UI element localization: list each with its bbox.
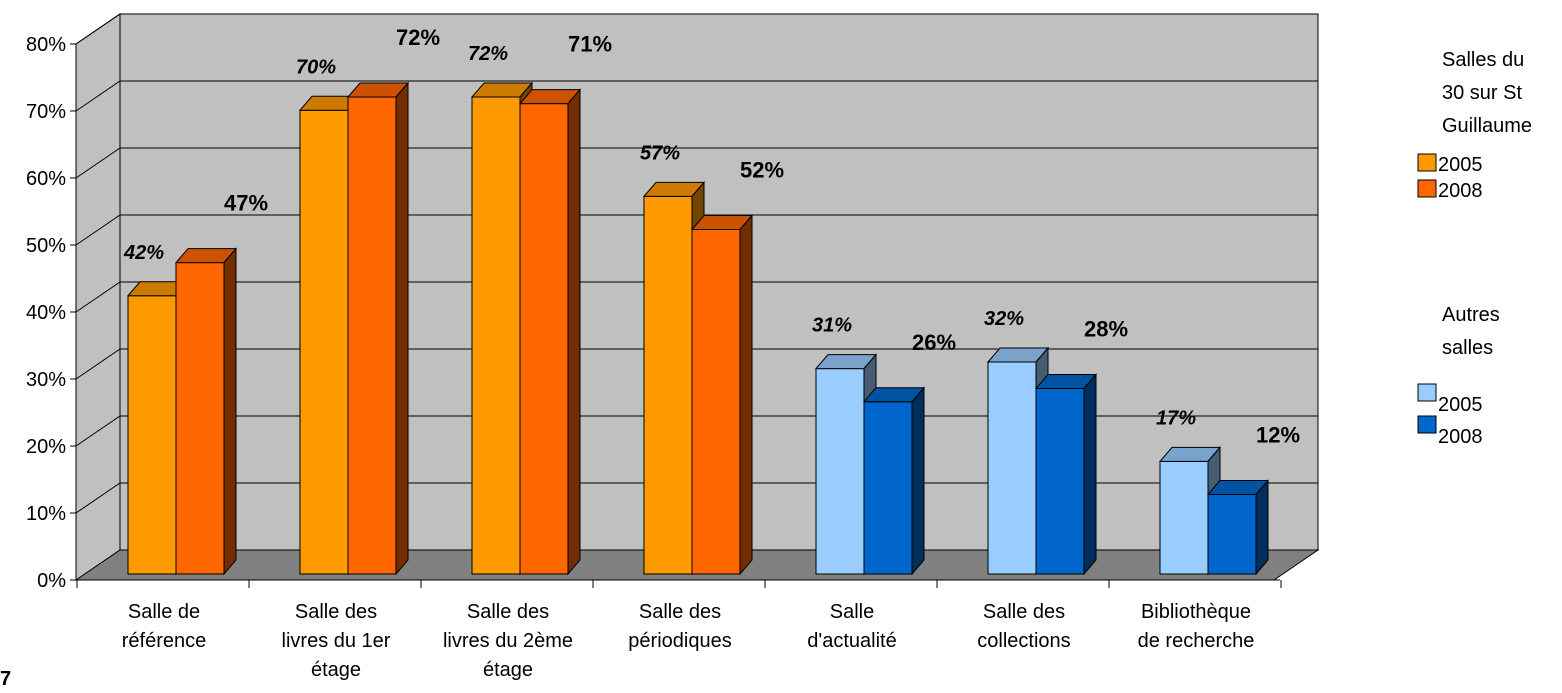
legend-swatch bbox=[1417, 179, 1437, 198]
page-number: 7 bbox=[0, 668, 12, 690]
bars bbox=[126, 81, 1270, 576]
y-tick-label: 80% bbox=[26, 34, 66, 56]
bar-2008-4 bbox=[862, 386, 926, 576]
category-label: Salle des bbox=[467, 601, 549, 623]
data-label-2005: 32% bbox=[984, 308, 1024, 330]
data-label-2008: 71% bbox=[568, 32, 612, 57]
bar-front bbox=[643, 195, 693, 575]
category-label: référence bbox=[122, 630, 207, 652]
y-tick-label: 40% bbox=[26, 302, 66, 324]
data-label-2005: 57% bbox=[640, 142, 680, 164]
bar-2008-3 bbox=[690, 214, 754, 576]
legend-swatch bbox=[1417, 415, 1437, 434]
legend-title: Autres bbox=[1442, 304, 1500, 326]
category-label: Salle de bbox=[128, 601, 200, 623]
gridline bbox=[75, 80, 1318, 112]
category-label: collections bbox=[977, 630, 1070, 652]
legend-swatch bbox=[1417, 383, 1437, 402]
legend-label: 2005 bbox=[1438, 154, 1483, 176]
legend: Salles du 30 sur St Guillaume 2005 2008 Autre… bbox=[1417, 49, 1532, 448]
gridline bbox=[75, 348, 1318, 380]
legend-label: 2008 bbox=[1438, 426, 1483, 448]
bar-2008-0 bbox=[174, 247, 238, 576]
bar-side bbox=[739, 214, 753, 576]
category-label: Salle des bbox=[639, 601, 721, 623]
data-label-2008: 52% bbox=[740, 158, 784, 183]
data-label-2008: 47% bbox=[224, 191, 268, 216]
category-label: Salle des bbox=[295, 601, 377, 623]
data-labels: 42% 47% 70% 72% 72% 71% 57% 52% 31% 26% 32% 28% 17% 1… bbox=[123, 25, 1300, 448]
data-label-2005: 42% bbox=[123, 242, 164, 264]
bar-front bbox=[987, 361, 1037, 575]
category-label: Salle bbox=[830, 601, 874, 623]
bar-front bbox=[1035, 388, 1085, 575]
y-tick-label: 10% bbox=[26, 503, 66, 525]
data-label-2008: 26% bbox=[912, 330, 956, 355]
gridline bbox=[75, 214, 1318, 246]
bar-side bbox=[911, 386, 925, 576]
gridline bbox=[75, 147, 1318, 179]
x-axis: Salle de référence Salle des livres du 1er é… bbox=[76, 579, 1282, 681]
category-label: de recherche bbox=[1138, 630, 1255, 652]
bar-2008-1 bbox=[346, 81, 410, 576]
y-tick-label: 30% bbox=[26, 369, 66, 391]
bar-side bbox=[223, 247, 237, 576]
bar-front bbox=[299, 109, 349, 575]
bar-side bbox=[1255, 479, 1269, 576]
data-label-2008: 72% bbox=[396, 25, 440, 50]
y-axis: 0% 10% 20% 30% 40% 50% 60% 70% 80% bbox=[26, 34, 77, 592]
category-label: étage bbox=[311, 659, 361, 681]
data-label-2008: 28% bbox=[1084, 317, 1128, 342]
bar-front bbox=[1159, 460, 1209, 575]
bar-2008-2 bbox=[518, 88, 582, 576]
data-label-2005: 17% bbox=[1156, 407, 1196, 429]
category-label: périodiques bbox=[628, 630, 731, 652]
y-tick-label: 0% bbox=[37, 570, 66, 592]
bar-2008-5 bbox=[1034, 373, 1098, 576]
gridline bbox=[75, 281, 1318, 313]
bar-side bbox=[395, 81, 409, 576]
data-label-2005: 31% bbox=[812, 315, 852, 337]
legend-title: salles bbox=[1442, 337, 1493, 359]
bar-front bbox=[175, 262, 225, 575]
category-label: Salle des bbox=[983, 601, 1065, 623]
y-tick-label: 50% bbox=[26, 235, 66, 257]
bar-front bbox=[691, 229, 741, 575]
bar-front bbox=[127, 295, 177, 575]
bar-side bbox=[567, 88, 581, 576]
bar-front bbox=[519, 103, 569, 575]
legend-title: Guillaume bbox=[1442, 115, 1532, 137]
category-label: étage bbox=[483, 659, 533, 681]
bar-front bbox=[815, 368, 865, 575]
y-tick-label: 60% bbox=[26, 168, 66, 190]
bar-side bbox=[1083, 373, 1097, 576]
data-label-2005: 70% bbox=[296, 56, 336, 78]
category-label: Bibliothèque bbox=[1141, 601, 1251, 623]
bar-front bbox=[1207, 494, 1257, 575]
category-label: livres du 1er bbox=[282, 630, 391, 652]
legend-label: 2008 bbox=[1438, 180, 1483, 202]
data-label-2008: 12% bbox=[1256, 423, 1300, 448]
gridline bbox=[75, 13, 1318, 45]
legend-title: Salles du bbox=[1442, 49, 1524, 71]
category-label: d'actualité bbox=[807, 630, 896, 652]
y-tick-label: 20% bbox=[26, 436, 66, 458]
bar-front bbox=[471, 96, 521, 575]
bar-front bbox=[347, 96, 397, 575]
category-label: livres du 2ème bbox=[443, 630, 573, 652]
legend-swatch bbox=[1417, 153, 1437, 172]
bar-front bbox=[863, 401, 913, 575]
legend-title: 30 sur St bbox=[1442, 82, 1522, 104]
legend-label: 2005 bbox=[1438, 394, 1483, 416]
y-tick-label: 70% bbox=[26, 101, 66, 123]
data-label-2005: 72% bbox=[468, 43, 508, 65]
bar-2008-6 bbox=[1206, 479, 1270, 576]
